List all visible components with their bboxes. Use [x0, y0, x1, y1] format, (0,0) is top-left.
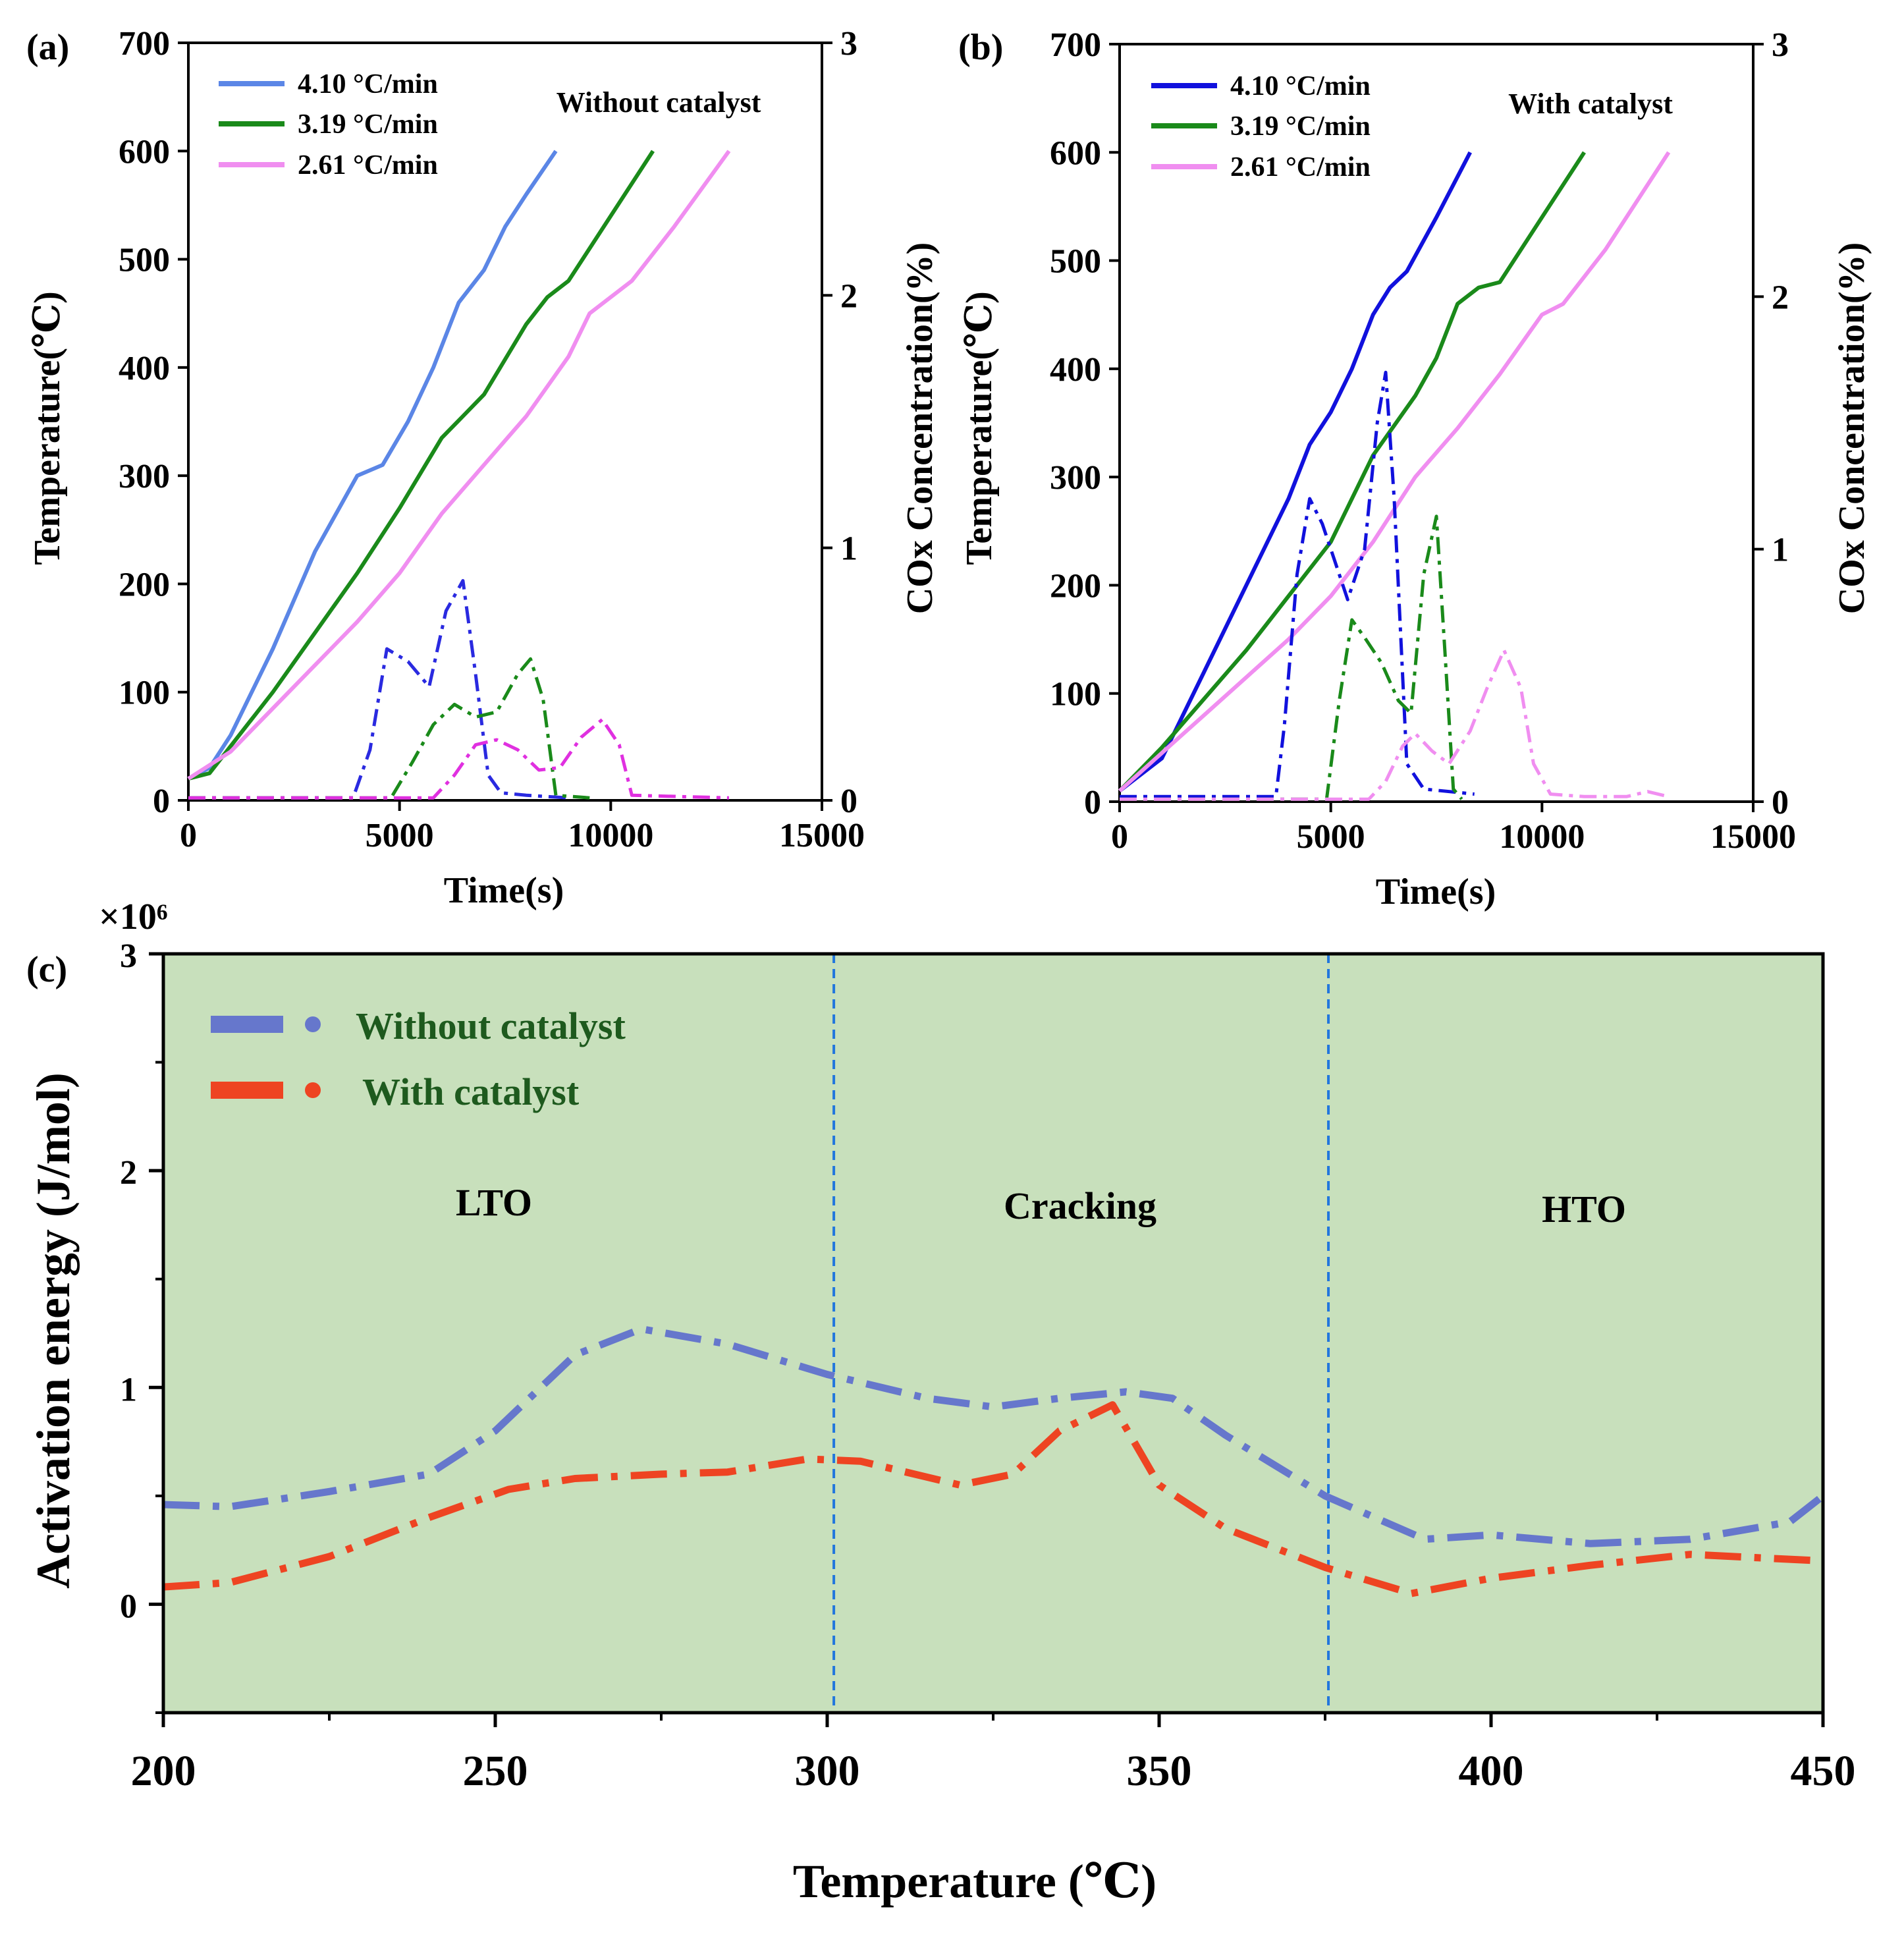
panel-b-y-right-tick-label: 1: [1772, 532, 1789, 569]
panel-a-y-left-tick-label: 600: [119, 133, 170, 171]
panel-b-x-tick-label: 15000: [1710, 818, 1796, 856]
panel-b-plot-frame: [1118, 43, 1754, 803]
panel-c-y-tick-label: 1: [120, 1371, 137, 1408]
panel-b-series-cox-1: [1120, 370, 1475, 798]
panel-b-y-right-tick-label: 2: [1772, 279, 1789, 316]
panel-b-series-temperature-1: [1118, 151, 1472, 792]
panel-a-series-temperature-3: [187, 150, 731, 781]
panel-a-y-left-tick-label: 400: [119, 350, 170, 387]
panel-c-series-with-catalyst: [163, 1401, 1824, 1597]
panel-b-x-tick-label: 10000: [1499, 818, 1585, 856]
panel-a-series-cox-2: [188, 657, 590, 800]
panel-a-x-tick-label: 0: [180, 817, 197, 854]
panel-c-x-tick-label: 450: [1791, 1747, 1856, 1795]
panel-c-x-axis-title: Temperature (℃): [793, 1855, 1156, 1908]
panel-c-region-lto: LTO: [456, 1181, 532, 1224]
panel-b-plot-area: [1118, 151, 1671, 801]
panel-c-legend-label-2: With catalyst: [362, 1070, 580, 1113]
panel-c-region-cracking: Cracking: [1004, 1184, 1156, 1227]
panel-c-series-without-catalyst: [163, 1325, 1826, 1547]
panel-b-y-left-tick-label: 0: [1084, 784, 1101, 821]
panel-b-y-left-axis-title: Temperature(℃): [959, 291, 1000, 565]
panel-b-y-right-tick-label: 3: [1772, 26, 1789, 64]
panel-a-y-left-tick-label: 500: [119, 242, 170, 279]
panel-a-legend-label-3: 2.61 °C/min: [298, 150, 438, 180]
panel-a-y-right-tick-label: 1: [840, 530, 857, 568]
panel-b-condition-label: With catalyst: [1508, 88, 1673, 120]
panel-c-x-tick-label: 400: [1459, 1747, 1524, 1795]
panel-b-x-axis-title: Time(s): [1376, 871, 1496, 912]
panel-c-legend-dot-1: [305, 1016, 321, 1032]
panel-a-y-left-tick-label: 0: [153, 783, 170, 820]
panel-a-plot-area: [187, 150, 731, 800]
panel-b-series-cox-3: [1120, 648, 1670, 801]
panel-b-legend-label-2: 3.19 °C/min: [1230, 111, 1371, 142]
panel-b-series-temperature-2: [1118, 151, 1587, 792]
panel-c-y-tick-label: 3: [120, 937, 137, 975]
panel-c-x-tick-label: 300: [795, 1747, 860, 1795]
panel-c-y-axis-title: Activation energy (J/mol): [27, 1072, 80, 1589]
panel-a-series-cox-3: [188, 717, 729, 800]
panel-a-plot-frame: [187, 41, 823, 802]
panel-c-y-tick-label: 0: [120, 1588, 137, 1625]
panel-a-y-left-tick-label: 200: [119, 566, 170, 603]
panel-c-plot-area: [163, 954, 1826, 1713]
panel-a: 0 5000 10000 150000100200300400500600700012…: [26, 25, 940, 911]
panel-c-x-tick-label: 250: [463, 1747, 528, 1795]
panel-a-legend-label-1: 4.10 °C/min: [298, 69, 438, 99]
panel-a-y-left-tick-label: 700: [119, 25, 170, 63]
panel-a-y-right-tick-label: 3: [840, 25, 857, 63]
panel-a-x-axis-title: Time(s): [444, 870, 564, 911]
panel-a-axes-ticks: 0 5000 10000 150000100200300400500600700012…: [119, 25, 865, 854]
panel-b-x-tick-label: 0: [1111, 818, 1128, 856]
panel-a-label: (a): [26, 27, 69, 68]
panel-a-y-left-axis-title: Temperature(℃): [27, 291, 68, 565]
panel-b-legend-label-1: 4.10 °C/min: [1230, 71, 1371, 101]
panel-b-legend-label-3: 2.61 °C/min: [1230, 152, 1371, 182]
panel-a-legend: 4.10 °C/min 3.19 °C/min 2.61 °C/min: [219, 69, 438, 180]
panel-a-series-temperature-1: [187, 150, 558, 781]
panel-b-x-tick-label: 5000: [1297, 818, 1365, 856]
panel-c-region-hto: HTO: [1542, 1188, 1626, 1231]
panel-b-y-left-tick-label: 400: [1050, 351, 1101, 389]
panel-b-label: (b): [958, 27, 1003, 68]
panel-c-legend: Without catalyst With catalyst: [211, 1005, 626, 1113]
panel-c-legend-dot-2: [305, 1082, 321, 1098]
panel-c-background: [163, 954, 1823, 1713]
panel-b-axes-ticks: 0 5000 10000 150000100200300400500600700012…: [1050, 26, 1796, 856]
panel-a-condition-label: Without catalyst: [557, 86, 761, 119]
panel-b-y-left-tick-label: 200: [1050, 567, 1101, 605]
panel-a-x-tick-label: 15000: [779, 817, 865, 854]
panel-b-y-left-tick-label: 100: [1050, 676, 1101, 713]
panel-a-y-right-tick-label: 0: [840, 783, 857, 820]
panel-c-legend-label-1: Without catalyst: [356, 1005, 626, 1047]
panel-b-y-right-axis-title: COx Concentration(%): [1832, 242, 1872, 615]
panel-c-y-multiplier: ×10⁶: [99, 897, 168, 937]
panel-a-series-temperature-2: [188, 150, 655, 781]
panel-c-label: (c): [26, 949, 67, 990]
panel-c-y-tick-label: 2: [120, 1154, 137, 1192]
panel-c-x-tick-label: 350: [1127, 1747, 1192, 1795]
panel-a-series-cox-1: [188, 579, 569, 800]
panel-a-y-left-tick-label: 300: [119, 458, 170, 495]
panel-b: 0 5000 10000 150000100200300400500600700012…: [958, 26, 1872, 912]
panel-a-x-tick-label: 5000: [366, 817, 434, 854]
panel-c-axes-ticks: 200 250 300 350 400 450 0 1 2 3: [120, 937, 1856, 1795]
panel-c-x-tick-label: 200: [131, 1747, 196, 1795]
panel-b-series-cox-2: [1120, 514, 1463, 801]
panel-c: 200 250 300 350 400 450 0 1 2 3 (c) ×10⁶ Temperat…: [26, 897, 1856, 1908]
panel-a-y-left-tick-label: 100: [119, 675, 170, 712]
panel-b-y-left-tick-label: 600: [1050, 134, 1101, 172]
panel-b-y-right-tick-label: 0: [1772, 784, 1789, 821]
panel-a-x-tick-label: 10000: [568, 817, 653, 854]
panel-a-y-right-axis-title: COx Concentration(%): [900, 242, 940, 615]
panel-b-y-left-tick-label: 300: [1050, 459, 1101, 497]
panel-a-legend-label-2: 3.19 °C/min: [298, 109, 438, 140]
panel-b-y-left-tick-label: 700: [1050, 26, 1101, 64]
panel-b-y-left-tick-label: 500: [1050, 243, 1101, 281]
panel-b-legend: 4.10 °C/min 3.19 °C/min 2.61 °C/min: [1151, 71, 1371, 182]
panel-a-y-right-tick-label: 2: [840, 277, 857, 315]
